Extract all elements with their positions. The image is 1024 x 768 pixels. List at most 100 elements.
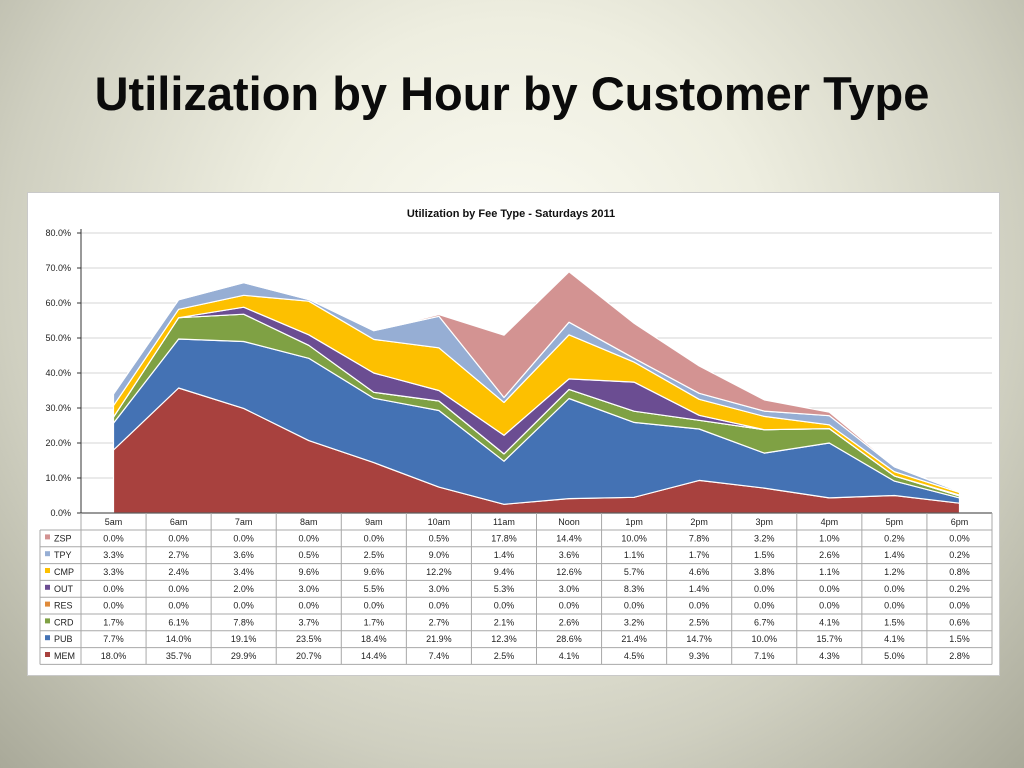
legend-key-mem bbox=[45, 652, 50, 657]
data-label: 1.2% bbox=[884, 567, 905, 577]
chart-title: Utilization by Fee Type - Saturdays 2011 bbox=[407, 208, 615, 220]
data-label: 0.0% bbox=[819, 601, 840, 611]
data-label: 0.0% bbox=[754, 584, 775, 594]
y-tick-label: 0.0% bbox=[50, 508, 71, 518]
data-label: 3.4% bbox=[233, 567, 254, 577]
data-label: 4.1% bbox=[884, 634, 905, 644]
data-label: 0.2% bbox=[949, 550, 970, 560]
data-label: 3.8% bbox=[754, 567, 775, 577]
data-label: 2.4% bbox=[168, 567, 189, 577]
data-label: 0.0% bbox=[754, 601, 775, 611]
legend-key-cmp bbox=[45, 568, 50, 573]
y-tick-label: 10.0% bbox=[45, 473, 71, 483]
data-label: 10.0% bbox=[751, 634, 777, 644]
data-label: 8.3% bbox=[624, 584, 645, 594]
data-label: 20.7% bbox=[296, 651, 322, 661]
data-label: 2.0% bbox=[233, 584, 254, 594]
data-label: 29.9% bbox=[231, 651, 257, 661]
y-tick-label: 20.0% bbox=[45, 438, 71, 448]
legend-label: PUB bbox=[54, 634, 73, 644]
legend-key-crd bbox=[45, 618, 50, 624]
data-label: 12.2% bbox=[426, 567, 452, 577]
data-label: 14.4% bbox=[361, 651, 387, 661]
data-label: 9.6% bbox=[298, 567, 319, 577]
x-category-label: 10am bbox=[428, 517, 451, 527]
data-label: 1.5% bbox=[754, 550, 775, 560]
data-label: 0.0% bbox=[298, 601, 319, 611]
data-label: 9.6% bbox=[364, 567, 385, 577]
data-label: 6.1% bbox=[168, 617, 189, 627]
data-label: 1.7% bbox=[103, 617, 124, 627]
data-label: 6.7% bbox=[754, 617, 775, 627]
legend-label: ZSP bbox=[54, 533, 72, 543]
data-label: 0.0% bbox=[624, 601, 645, 611]
legend-key-out bbox=[45, 584, 50, 590]
data-label: 0.0% bbox=[949, 601, 970, 611]
data-label: 7.7% bbox=[103, 634, 124, 644]
y-tick-label: 30.0% bbox=[45, 403, 71, 413]
data-label: 4.5% bbox=[624, 651, 645, 661]
data-label: 2.5% bbox=[364, 550, 385, 560]
y-tick-label: 70.0% bbox=[45, 263, 71, 273]
stacked-area-chart: Utilization by Fee Type - Saturdays 2011… bbox=[39, 208, 993, 665]
data-label: 3.6% bbox=[559, 550, 580, 560]
area-series-zsp bbox=[112, 271, 961, 493]
data-label: 0.0% bbox=[233, 601, 254, 611]
data-label: 0.0% bbox=[429, 601, 450, 611]
legend-label: CMP bbox=[54, 567, 74, 577]
data-label: 3.7% bbox=[298, 617, 319, 627]
data-label: 1.7% bbox=[689, 550, 710, 560]
data-label: 5.5% bbox=[364, 584, 385, 594]
data-label: 17.8% bbox=[491, 533, 517, 543]
data-label: 10.0% bbox=[621, 533, 647, 543]
data-label: 0.0% bbox=[884, 584, 905, 594]
x-category-label: 6am bbox=[170, 517, 188, 527]
data-label: 14.4% bbox=[556, 533, 582, 543]
data-label: 0.0% bbox=[103, 584, 124, 594]
data-label: 0.6% bbox=[949, 617, 970, 627]
data-label: 0.2% bbox=[949, 584, 970, 594]
x-category-label: 4pm bbox=[821, 517, 839, 527]
data-label: 0.5% bbox=[298, 550, 319, 560]
data-label: 4.3% bbox=[819, 651, 840, 661]
data-label: 3.3% bbox=[103, 550, 124, 560]
data-label: 0.0% bbox=[559, 601, 580, 611]
data-label: 3.2% bbox=[754, 533, 775, 543]
data-label: 2.8% bbox=[949, 651, 970, 661]
data-label: 5.3% bbox=[494, 584, 515, 594]
data-label: 0.0% bbox=[298, 533, 319, 543]
x-category-label: 2pm bbox=[690, 517, 708, 527]
legend-label: OUT bbox=[54, 584, 74, 594]
x-category-label: 7am bbox=[235, 517, 253, 527]
data-label: 4.6% bbox=[689, 567, 710, 577]
data-table: 5am 6am 7am 8am 9am 10am 11am Noon 1pm 2pm 3pm 4pm 5… bbox=[39, 513, 993, 665]
data-label: 3.6% bbox=[233, 550, 254, 560]
y-tick-label: 50.0% bbox=[45, 333, 71, 343]
data-label: 0.0% bbox=[819, 584, 840, 594]
x-category-label: 5pm bbox=[886, 517, 904, 527]
legend-label: RES bbox=[54, 601, 73, 611]
data-label: 0.0% bbox=[168, 533, 189, 543]
data-label: 2.6% bbox=[559, 617, 580, 627]
data-label: 9.4% bbox=[494, 567, 515, 577]
data-label: 0.8% bbox=[949, 567, 970, 577]
data-label: 2.1% bbox=[494, 617, 515, 627]
data-label: 2.5% bbox=[689, 617, 710, 627]
x-category-label: 6pm bbox=[951, 517, 969, 527]
data-label: 0.0% bbox=[494, 601, 515, 611]
data-label: 1.5% bbox=[949, 634, 970, 644]
data-label: 3.0% bbox=[298, 584, 319, 594]
x-category-label: 11am bbox=[493, 517, 515, 527]
data-label: 12.3% bbox=[491, 634, 517, 644]
data-label: 1.4% bbox=[884, 550, 905, 560]
data-label: 1.1% bbox=[819, 567, 840, 577]
x-category-label: 3pm bbox=[755, 517, 773, 527]
data-label: 3.3% bbox=[103, 567, 124, 577]
data-label: 5.7% bbox=[624, 567, 645, 577]
data-label: 23.5% bbox=[296, 634, 322, 644]
data-label: 0.0% bbox=[103, 601, 124, 611]
x-category-label: Noon bbox=[558, 517, 580, 527]
area-series-layer bbox=[112, 271, 961, 514]
data-label: 0.0% bbox=[168, 584, 189, 594]
legend-key-res bbox=[45, 601, 50, 607]
